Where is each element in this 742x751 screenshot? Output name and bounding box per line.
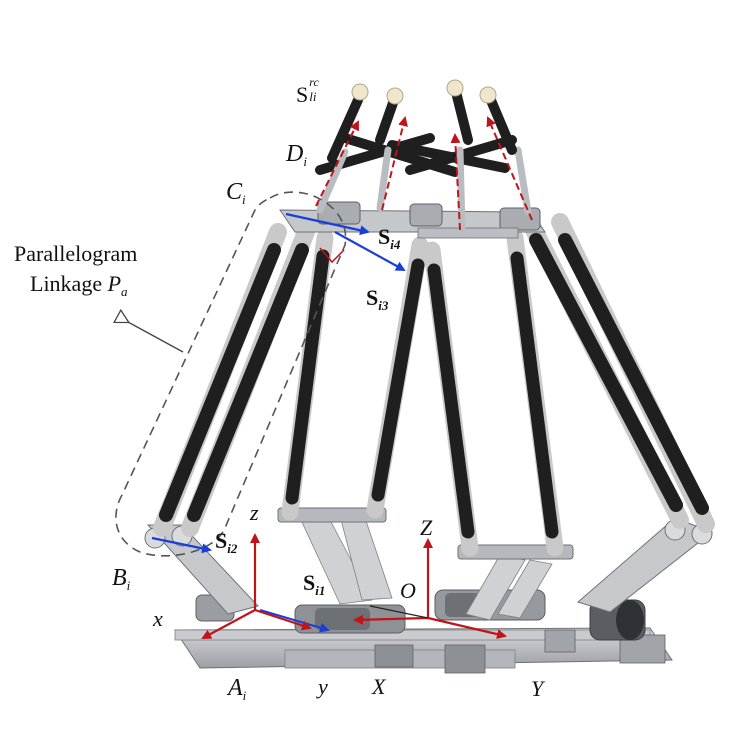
finger-tips bbox=[327, 79, 517, 163]
crank-arms bbox=[144, 515, 714, 621]
origin-O-label: O bbox=[400, 578, 416, 603]
global-X-label: X bbox=[372, 674, 386, 699]
point-B-label: Bi bbox=[112, 565, 131, 593]
screw-axis-i4 bbox=[285, 212, 370, 236]
global-frame bbox=[353, 538, 507, 640]
parallelogram-label: Parallelogram bbox=[14, 241, 138, 266]
screw-axis-i1 bbox=[259, 608, 330, 633]
carbon-rods bbox=[153, 213, 715, 557]
finger-axes bbox=[315, 116, 533, 231]
right-angle-mark bbox=[319, 247, 345, 264]
screw-Si4-label: Si4 bbox=[378, 224, 401, 252]
screw-Si1-label: Si1 bbox=[303, 570, 326, 598]
reciprocal-screw-label: S rc li bbox=[296, 75, 319, 107]
screw-axes bbox=[151, 212, 406, 633]
finger-linkage bbox=[315, 133, 532, 234]
local-frame bbox=[201, 533, 312, 639]
global-Y-label: Y bbox=[531, 676, 544, 701]
local-z-label: z bbox=[250, 500, 259, 525]
screw-Si3-label: Si3 bbox=[366, 285, 389, 313]
local-y-label: y bbox=[318, 674, 328, 699]
lower-joints bbox=[277, 507, 574, 560]
global-Z-label: Z bbox=[420, 515, 433, 540]
point-C-label: Ci bbox=[226, 179, 246, 207]
screw-Si2-label: Si2 bbox=[215, 528, 238, 556]
parallelogram-outline bbox=[115, 191, 347, 557]
screw-axis-i3 bbox=[334, 231, 406, 271]
point-A-label: Ai bbox=[228, 675, 247, 703]
base-frame bbox=[174, 627, 673, 674]
screw-axis-i2 bbox=[151, 536, 212, 554]
linkage-label: Linkage Pa bbox=[30, 271, 128, 299]
local-x-label: x bbox=[153, 606, 163, 631]
parallelogram-pointer bbox=[128, 322, 184, 353]
point-D-label: Di bbox=[286, 141, 307, 169]
